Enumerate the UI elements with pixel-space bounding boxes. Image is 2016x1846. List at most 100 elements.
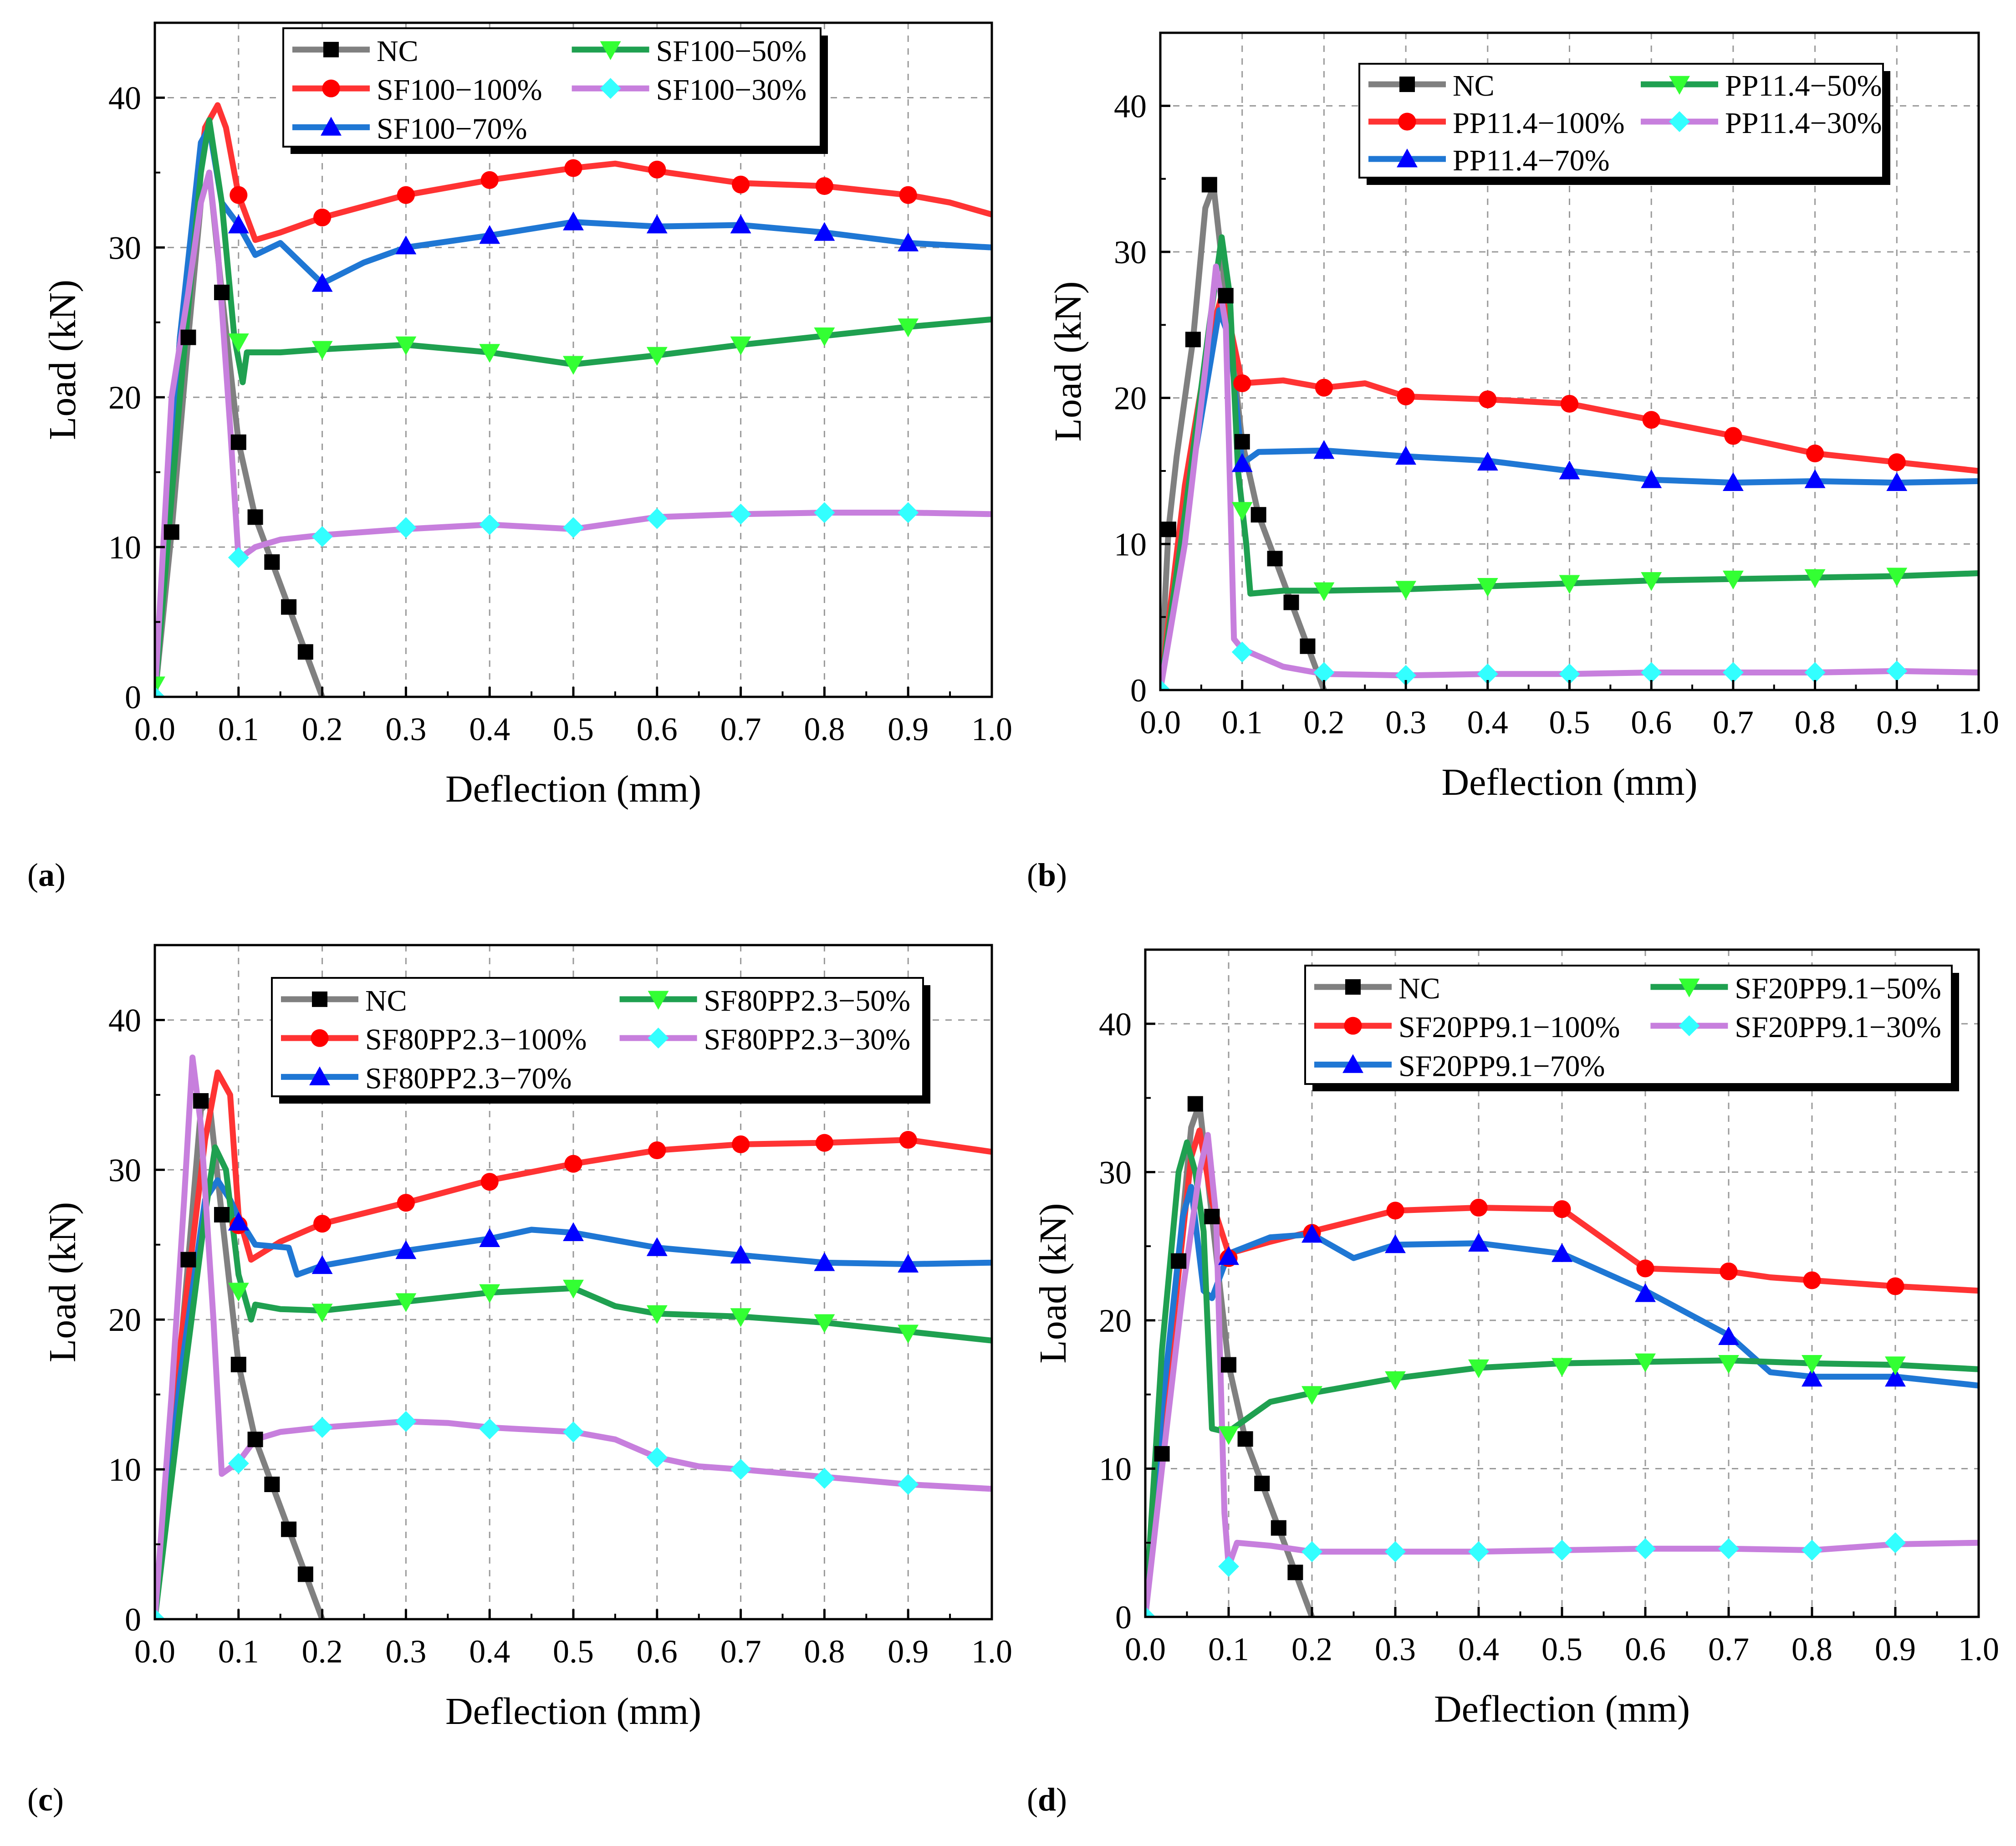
- x-axis-title: Deflection (mm): [445, 1690, 701, 1733]
- x-tick-label: 0.3: [385, 1633, 426, 1670]
- data-point-2-4: [1559, 460, 1580, 480]
- data-point-0-7: [297, 644, 313, 660]
- data-point-2-4: [563, 1222, 584, 1241]
- x-tick-label: 0.7: [1713, 704, 1754, 741]
- x-tick-label: 1.0: [971, 711, 1012, 747]
- x-tick-label: 0.8: [1795, 704, 1836, 741]
- data-point-1-6: [732, 175, 750, 194]
- data-point-2-5: [646, 215, 668, 234]
- legend-box: [1304, 965, 1953, 1085]
- data-point-3-3: [1477, 578, 1498, 597]
- data-point-3-3: [1468, 1359, 1489, 1379]
- y-axis-title: Load (kN): [41, 1202, 84, 1362]
- data-point-3-2: [311, 341, 333, 360]
- x-tick-label: 0.4: [1467, 704, 1508, 741]
- legend-label-0: NC: [1453, 69, 1495, 102]
- data-point-0-3: [230, 434, 246, 450]
- y-tick-label: 20: [108, 1302, 141, 1338]
- legend-label-1: SF80PP2.3−100%: [365, 1023, 587, 1056]
- data-point-0-1: [193, 1093, 209, 1109]
- data-point-0-8: [1287, 1565, 1303, 1580]
- data-point-0-4: [1234, 434, 1250, 450]
- data-point-4-2: [1313, 662, 1335, 683]
- data-point-4-4: [1468, 1541, 1489, 1562]
- x-tick-label: 0.7: [1708, 1631, 1749, 1667]
- data-point-2-1: [1301, 1224, 1322, 1243]
- data-point-3-2: [395, 1293, 417, 1312]
- data-point-3-2: [1385, 1371, 1406, 1391]
- x-tick-label: 0.3: [1385, 704, 1426, 741]
- x-tick-label: 0.6: [637, 1633, 678, 1670]
- data-point-4-6: [1641, 662, 1662, 683]
- x-tick-label: 0.2: [1303, 704, 1344, 741]
- data-point-4-6: [646, 508, 668, 529]
- y-tick-label: 0: [125, 1601, 141, 1638]
- data-point-4-1: [228, 547, 249, 568]
- x-tick-label: 0.0: [1140, 704, 1181, 741]
- legend-box: [1358, 63, 1884, 179]
- x-tick-label: 0.7: [720, 711, 761, 747]
- y-tick-label: 20: [108, 379, 141, 416]
- data-point-4-3: [1385, 1541, 1406, 1562]
- data-point-3-6: [1722, 570, 1744, 590]
- data-point-3-3: [479, 1284, 500, 1303]
- data-point-0-0: [1154, 1446, 1170, 1462]
- data-point-3-8: [1886, 568, 1908, 587]
- data-point-1-8: [1888, 453, 1906, 471]
- x-tick-label: 0.8: [1791, 1631, 1832, 1667]
- data-point-4-0: [1160, 680, 1171, 690]
- legend: NC SF20PP9.1−50% SF20PP9.1−100% SF20PP9.1−3…: [1304, 965, 1959, 1091]
- data-point-2-7: [814, 1252, 835, 1271]
- data-point-4-3: [1395, 665, 1417, 686]
- data-point-0-2: [214, 1207, 230, 1222]
- x-tick-label: 1.0: [971, 1633, 1012, 1670]
- x-tick-label: 0.4: [469, 1633, 510, 1670]
- data-point-3-0: [1218, 1426, 1239, 1445]
- data-point-0-5: [264, 1477, 280, 1492]
- x-tick-label: 0.4: [1458, 1631, 1499, 1667]
- data-point-2-2: [395, 235, 417, 255]
- legend-marker-1: [1398, 112, 1416, 131]
- data-point-4-5: [1552, 1539, 1572, 1561]
- legend-label-1: SF20PP9.1−100%: [1398, 1011, 1620, 1044]
- series-line-3: [155, 117, 992, 697]
- y-tick-label: 40: [1099, 1006, 1132, 1043]
- data-point-4-5: [563, 1421, 584, 1442]
- legend-marker-2: [1397, 148, 1418, 168]
- x-tick-label: 1.0: [1958, 704, 1999, 741]
- data-point-2-0: [228, 1212, 249, 1231]
- data-point-4-4: [479, 1418, 500, 1440]
- y-axis-title: Load (kN): [1032, 1203, 1074, 1363]
- data-point-4-3: [395, 517, 417, 538]
- legend-marker-4: [600, 78, 621, 99]
- y-tick-label: 40: [108, 1002, 141, 1038]
- y-axis-title: Load (kN): [41, 280, 84, 440]
- legend-label-1: PP11.4−100%: [1453, 107, 1625, 140]
- data-point-2-1: [311, 1255, 333, 1274]
- series-line-4: [155, 1054, 992, 1619]
- x-tick-label: 0.1: [1208, 1631, 1249, 1667]
- data-point-2-0: [1218, 1246, 1239, 1265]
- legend-label-4: PP11.4−30%: [1725, 107, 1882, 140]
- data-point-2-7: [1802, 1367, 1822, 1387]
- data-point-2-3: [1477, 451, 1498, 471]
- data-point-2-5: [1635, 1283, 1656, 1302]
- legend-marker-4: [1669, 111, 1690, 132]
- data-point-4-7: [1722, 662, 1744, 683]
- chart-panel-d: 0.0 0.1 0.2 0.3 0.4 0.5 0.6 0.7 0.8 0.9 1.0 0 10 20 30…: [1032, 948, 1999, 1730]
- data-point-2-2: [1385, 1234, 1406, 1253]
- x-tick-label: 0.9: [1875, 1631, 1916, 1667]
- legend-label-3: SF20PP9.1−50%: [1735, 972, 1941, 1005]
- legend-marker-2: [321, 117, 342, 136]
- legend-label-2: SF100−70%: [377, 112, 527, 145]
- data-point-0-6: [1267, 551, 1283, 567]
- legend-marker-3: [1669, 76, 1690, 95]
- series-group: [1160, 177, 1979, 690]
- legend-marker-0: [312, 991, 327, 1007]
- data-point-1-1: [313, 209, 332, 227]
- legend-marker-4: [1679, 1015, 1700, 1037]
- data-point-3-6: [730, 1308, 751, 1327]
- x-tick-label: 0.3: [385, 711, 426, 747]
- data-point-4-7: [730, 1459, 751, 1480]
- data-point-3-9: [898, 318, 919, 337]
